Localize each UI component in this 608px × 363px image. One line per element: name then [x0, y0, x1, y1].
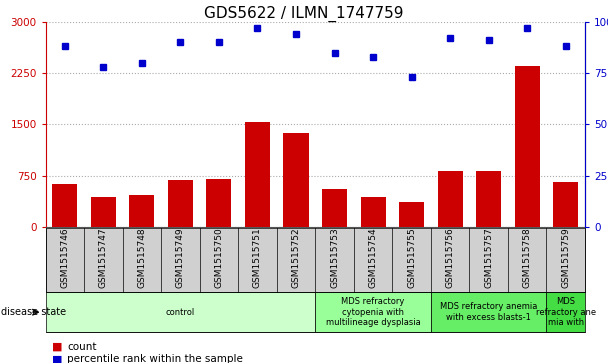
- Text: count: count: [67, 342, 97, 352]
- Text: MDS refractory anemia
with excess blasts-1: MDS refractory anemia with excess blasts…: [440, 302, 537, 322]
- Text: control: control: [166, 308, 195, 317]
- Text: GSM1515758: GSM1515758: [523, 228, 531, 289]
- Bar: [476, 171, 501, 227]
- Text: MDS
refractory ane
mia with: MDS refractory ane mia with: [536, 297, 596, 327]
- Bar: [130, 195, 154, 227]
- Bar: [322, 189, 347, 227]
- Text: GSM1515752: GSM1515752: [291, 228, 300, 289]
- Text: ■: ■: [52, 354, 62, 363]
- Text: MDS refractory
cytopenia with
multilineage dysplasia: MDS refractory cytopenia with multilinea…: [326, 297, 420, 327]
- Text: percentile rank within the sample: percentile rank within the sample: [67, 354, 243, 363]
- Text: GSM1515754: GSM1515754: [368, 228, 378, 289]
- Text: GSM1515747: GSM1515747: [99, 228, 108, 289]
- Text: GSM1515755: GSM1515755: [407, 228, 416, 289]
- Text: GSM1515748: GSM1515748: [137, 228, 147, 289]
- Bar: [245, 122, 270, 227]
- Text: GSM1515756: GSM1515756: [446, 228, 455, 289]
- Text: GSM1515753: GSM1515753: [330, 228, 339, 289]
- Text: GSM1515749: GSM1515749: [176, 228, 185, 289]
- Text: GSM1515750: GSM1515750: [215, 228, 224, 289]
- Text: GSM1515746: GSM1515746: [60, 228, 69, 289]
- Bar: [168, 180, 193, 227]
- Bar: [52, 184, 77, 227]
- Bar: [283, 133, 308, 227]
- Bar: [553, 183, 578, 227]
- Text: GSM1515751: GSM1515751: [253, 228, 262, 289]
- Bar: [91, 197, 116, 227]
- Bar: [361, 197, 385, 227]
- Text: GSM1515759: GSM1515759: [561, 228, 570, 289]
- Bar: [207, 179, 232, 227]
- Bar: [514, 66, 540, 227]
- Text: disease state: disease state: [1, 307, 66, 317]
- Bar: [399, 202, 424, 227]
- Text: ■: ■: [52, 342, 62, 352]
- Text: GDS5622 / ILMN_1747759: GDS5622 / ILMN_1747759: [204, 5, 404, 22]
- Text: GSM1515757: GSM1515757: [484, 228, 493, 289]
- Bar: [438, 171, 463, 227]
